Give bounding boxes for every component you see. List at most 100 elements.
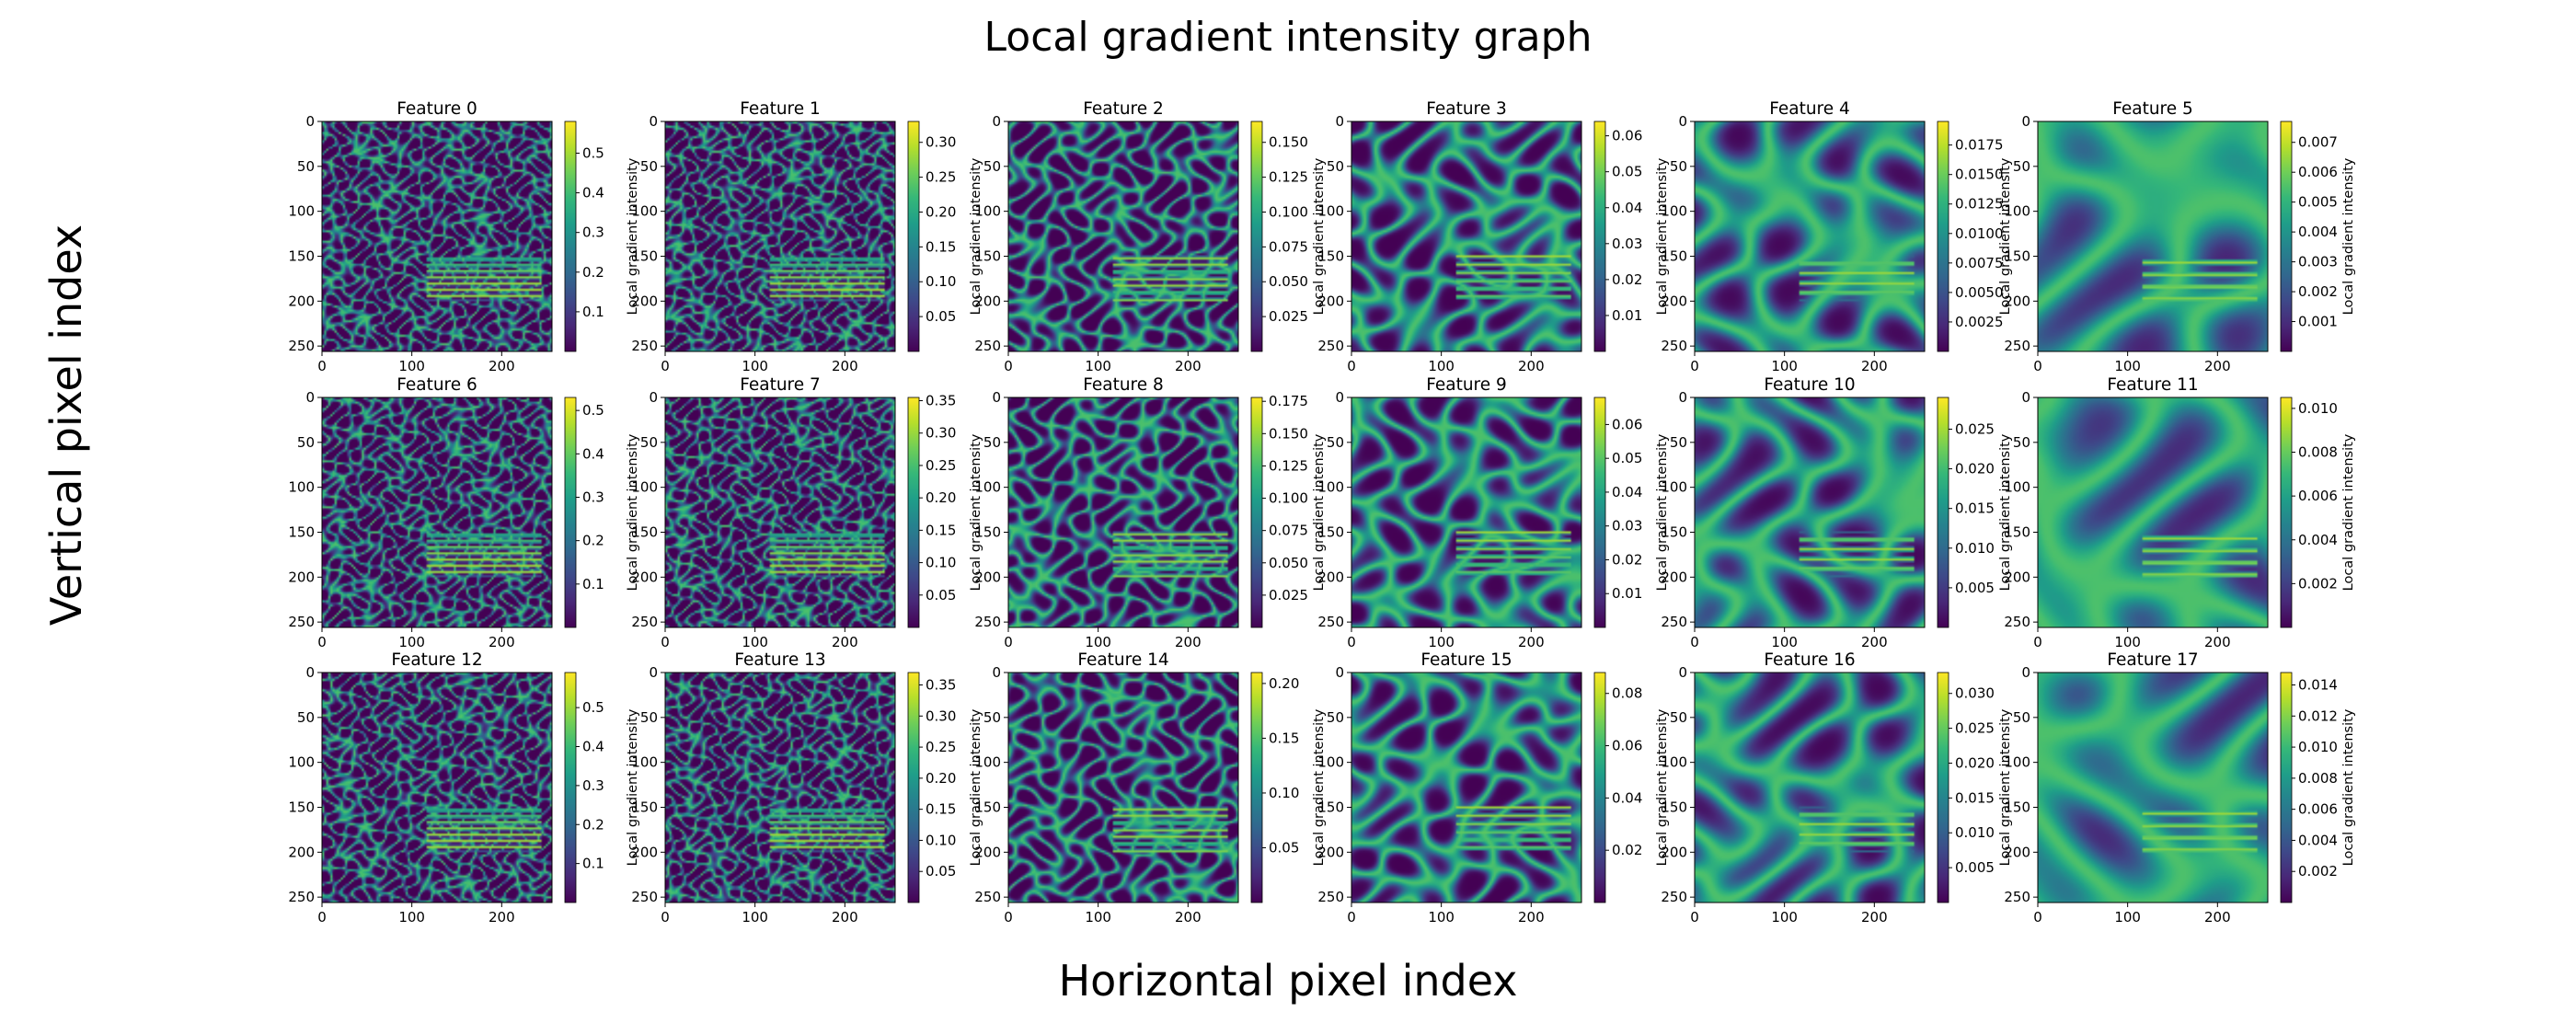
y-tick-label: 0 bbox=[1678, 113, 1687, 130]
colorbar-tick-label: 0.010 bbox=[2298, 400, 2338, 417]
colorbar-tick-label: 0.20 bbox=[1269, 675, 1299, 692]
panel-title: Feature 3 bbox=[1426, 99, 1507, 119]
y-tick-label: 100 bbox=[631, 754, 658, 771]
y-tick-label: 100 bbox=[288, 203, 315, 220]
y-tick-label: 100 bbox=[288, 754, 315, 771]
feature-panel-15: Feature 15 0 100 200 0 50 100 150 200 250 0.02 0.04… bbox=[1317, 650, 1670, 926]
panel-title: Feature 2 bbox=[1083, 99, 1164, 119]
y-tick-label: 250 bbox=[974, 889, 1001, 905]
x-tick-label: 200 bbox=[489, 358, 515, 374]
colorbar-tick-label: 0.01 bbox=[1612, 307, 1642, 324]
feature-panel-14: Feature 14 0 100 200 0 50 100 150 200 250 0.05 0.10… bbox=[974, 650, 1327, 926]
plot-frame bbox=[1007, 397, 1239, 628]
x-tick-label: 100 bbox=[398, 634, 425, 650]
plot-frame bbox=[1007, 121, 1239, 352]
colorbar-tick-label: 0.004 bbox=[2298, 532, 2338, 548]
colorbar-tick-label: 0.02 bbox=[1612, 551, 1642, 568]
x-tick-label: 0 bbox=[661, 909, 670, 926]
y-tick-label: 100 bbox=[974, 754, 1001, 771]
figure-title: Local gradient intensity graph bbox=[984, 14, 1593, 61]
heatmap-image bbox=[665, 673, 895, 903]
panel-title: Feature 4 bbox=[1769, 99, 1850, 119]
x-tick-label: 0 bbox=[317, 909, 327, 926]
colorbar bbox=[1250, 672, 1263, 903]
feature-panel-17: Feature 17 0 100 200 0 50 100 150 200 250 0.002 0.0… bbox=[2004, 650, 2356, 926]
y-tick-label: 0 bbox=[992, 113, 1001, 130]
colorbar-label: Local gradient intensity bbox=[1312, 708, 1327, 866]
feature-panel-2: Feature 2 0 100 200 0 50 100 150 200 250 0.025 0.05… bbox=[974, 99, 1327, 374]
colorbar-tick-label: 0.06 bbox=[1612, 128, 1642, 144]
plot-frame bbox=[2037, 672, 2269, 903]
y-tick-label: 100 bbox=[631, 479, 658, 496]
x-tick-label: 0 bbox=[661, 634, 670, 650]
colorbar-tick-label: 0.10 bbox=[926, 555, 956, 571]
colorbar bbox=[1250, 121, 1263, 352]
panel-title: Feature 12 bbox=[391, 650, 482, 670]
colorbar-tick-label: 0.10 bbox=[926, 273, 956, 290]
colorbar bbox=[2280, 121, 2293, 352]
colorbar bbox=[1593, 397, 1606, 628]
x-tick-label: 200 bbox=[1175, 358, 1202, 374]
x-tick-label: 100 bbox=[2114, 358, 2141, 374]
x-tick-label: 200 bbox=[1518, 358, 1545, 374]
y-tick-label: 0 bbox=[649, 389, 658, 406]
y-tick-label: 250 bbox=[1317, 338, 1344, 354]
colorbar-tick-label: 0.008 bbox=[2298, 444, 2338, 461]
colorbar-tick-label: 0.5 bbox=[582, 144, 604, 161]
y-tick-label: 250 bbox=[1317, 889, 1344, 905]
colorbar-tick-label: 0.3 bbox=[582, 489, 604, 505]
y-tick-label: 200 bbox=[1317, 293, 1344, 309]
y-tick-label: 50 bbox=[1670, 158, 1687, 175]
colorbar-label: Local gradient intensity bbox=[626, 157, 640, 315]
colorbar-tick-label: 0.2 bbox=[582, 533, 604, 549]
y-tick-label: 200 bbox=[974, 569, 1001, 585]
x-tick-label: 200 bbox=[832, 634, 858, 650]
colorbar-tick-label: 0.30 bbox=[926, 707, 956, 724]
y-tick-label: 0 bbox=[1335, 664, 1344, 681]
colorbar-label: Local gradient intensity bbox=[626, 708, 640, 866]
x-tick-label: 200 bbox=[489, 634, 515, 650]
x-tick-label: 0 bbox=[1347, 909, 1356, 926]
heatmap-image bbox=[665, 121, 895, 351]
y-tick-label: 50 bbox=[640, 709, 658, 726]
y-tick-label: 50 bbox=[983, 709, 1001, 726]
colorbar-tick-label: 0.06 bbox=[1612, 738, 1642, 754]
colorbar-tick-label: 0.2 bbox=[582, 816, 604, 833]
colorbar-tick-label: 0.0025 bbox=[1955, 314, 2004, 330]
y-tick-label: 50 bbox=[640, 434, 658, 451]
colorbar-tick-label: 0.05 bbox=[1269, 839, 1299, 856]
x-tick-label: 100 bbox=[1085, 634, 1111, 650]
panel-title: Feature 8 bbox=[1083, 375, 1164, 395]
feature-panel-6: Feature 6 0 100 200 0 50 100 150 200 250 0.1 0.2 0.3… bbox=[288, 375, 640, 650]
plot-frame bbox=[1351, 121, 1582, 352]
y-tick-label: 0 bbox=[1678, 389, 1687, 406]
colorbar-tick-label: 0.0175 bbox=[1955, 137, 2004, 154]
colorbar-tick-label: 0.15 bbox=[1269, 730, 1299, 746]
plot-frame bbox=[2037, 397, 2269, 628]
y-tick-label: 250 bbox=[1661, 889, 1687, 905]
y-tick-label: 250 bbox=[631, 338, 658, 354]
y-tick-label: 100 bbox=[974, 203, 1001, 220]
colorbar-tick-label: 0.04 bbox=[1612, 484, 1642, 500]
colorbar-tick-label: 0.08 bbox=[1612, 685, 1642, 702]
colorbar-tick-label: 0.025 bbox=[1269, 308, 1308, 325]
x-tick-label: 0 bbox=[661, 358, 670, 374]
y-tick-label: 250 bbox=[288, 614, 315, 630]
colorbar bbox=[2280, 397, 2293, 628]
y-tick-label: 150 bbox=[288, 523, 315, 540]
feature-panel-16: Feature 16 0 100 200 0 50 100 150 200 250 0.005 0.0… bbox=[1661, 650, 2013, 926]
colorbar-tick-label: 0.04 bbox=[1612, 789, 1642, 806]
x-tick-label: 100 bbox=[742, 909, 768, 926]
y-tick-label: 100 bbox=[1661, 479, 1687, 496]
y-tick-label: 0 bbox=[2021, 664, 2030, 681]
colorbar-label: Local gradient intensity bbox=[1998, 433, 2013, 591]
y-tick-label: 0 bbox=[305, 664, 315, 681]
colorbar-tick-label: 0.10 bbox=[1269, 785, 1299, 801]
y-tick-label: 0 bbox=[649, 664, 658, 681]
y-tick-label: 100 bbox=[1661, 203, 1687, 220]
y-tick-label: 200 bbox=[2004, 293, 2030, 309]
colorbar-tick-label: 0.03 bbox=[1612, 518, 1642, 535]
heatmap-image bbox=[322, 673, 552, 903]
x-tick-label: 100 bbox=[2114, 634, 2141, 650]
x-tick-label: 200 bbox=[489, 909, 515, 926]
